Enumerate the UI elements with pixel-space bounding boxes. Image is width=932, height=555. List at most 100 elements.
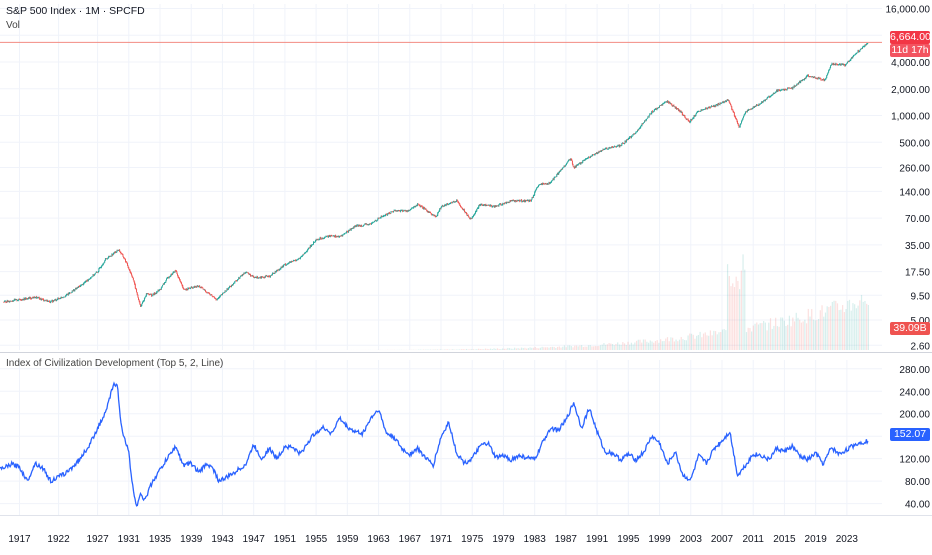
time-axis-tick-label: 1995	[617, 534, 640, 545]
volume-bar	[751, 331, 752, 350]
volume-bar	[851, 311, 852, 350]
volume-bar	[868, 305, 869, 350]
volume-bar	[792, 318, 793, 350]
price-axis-tick-label: 2,000.00	[891, 85, 930, 96]
volume-bar	[772, 329, 773, 350]
volume-bar	[734, 287, 735, 350]
price-candle-body	[137, 295, 138, 298]
indicator-legend-title: Index of Civilization Development (Top 5…	[6, 357, 223, 370]
price-axis-tick-label: 35.00	[905, 241, 930, 252]
volume-bar	[758, 325, 759, 350]
volume-bar	[835, 301, 836, 350]
volume-bar	[782, 318, 783, 350]
price-candle-body	[136, 289, 137, 292]
price-candle-body	[234, 281, 235, 283]
volume-bar	[617, 342, 618, 350]
volume-bar	[576, 346, 577, 350]
time-axis-tick-label: 1927	[86, 534, 109, 545]
volume-bar	[480, 349, 481, 350]
time-axis-tick-label: 1939	[180, 534, 203, 545]
price-candle-body	[860, 49, 861, 50]
volume-bar	[770, 318, 771, 350]
volume-bar	[463, 349, 464, 350]
volume-bar	[473, 349, 474, 350]
price-candle-body	[867, 43, 868, 44]
volume-bar	[708, 336, 709, 350]
volume-bar	[523, 348, 524, 350]
bar-countdown-badge: 11d 17h	[890, 44, 930, 57]
time-axis-tick-label: 1951	[274, 534, 297, 545]
price-axis-tick-label: 70.00	[905, 214, 930, 225]
volume-bar	[497, 348, 498, 350]
price-candle-body	[766, 98, 767, 99]
volume-bar	[519, 349, 520, 350]
price-candle-body	[237, 280, 238, 281]
volume-bar	[791, 326, 792, 350]
volume-bar	[684, 340, 685, 350]
volume-bar	[588, 345, 589, 350]
volume-bar	[536, 348, 537, 350]
time-axis-tick-label: 1935	[149, 534, 172, 545]
volume-bar	[687, 335, 688, 350]
volume-bar	[849, 300, 850, 350]
volume-bar	[638, 340, 639, 350]
volume-bar	[624, 343, 625, 350]
time-axis-tick-label: 1917	[8, 534, 31, 545]
volume-bar	[535, 347, 536, 350]
volume-bar	[461, 349, 462, 350]
volume-bar	[818, 319, 819, 350]
price-candle-body	[444, 206, 445, 207]
volume-bar	[459, 349, 460, 350]
volume-bar	[696, 336, 697, 350]
volume-bar	[571, 346, 572, 350]
volume-bar	[833, 301, 834, 350]
price-candle-body	[536, 190, 537, 191]
volume-bar	[598, 346, 599, 350]
price-candle-body	[735, 117, 736, 118]
indicator-axis-tick-label: 120.00	[899, 455, 930, 466]
volume-bar	[550, 347, 551, 350]
price-candle-body	[469, 216, 470, 217]
volume-bar	[713, 331, 714, 350]
price-candle-body	[751, 109, 752, 110]
time-axis-tick-label: 1931	[118, 534, 141, 545]
volume-bar	[542, 347, 543, 350]
indicator-series-line	[0, 383, 868, 506]
price-candle-body	[145, 297, 146, 298]
price-candle-body	[137, 292, 138, 294]
volume-bar	[803, 321, 804, 350]
price-candle-body	[159, 290, 160, 291]
price-candle-body	[738, 124, 739, 126]
volume-bar	[780, 317, 781, 350]
volume-bar	[705, 332, 706, 350]
volume-bar	[447, 349, 448, 350]
price-candle-body	[426, 209, 427, 210]
volume-bar	[859, 300, 860, 350]
volume-bar	[528, 348, 529, 350]
volume-bar	[641, 343, 642, 350]
volume-bar	[440, 349, 441, 350]
volume-bar	[605, 345, 606, 350]
time-axis-tick-label: 1979	[492, 534, 515, 545]
time-axis-tick-label: 1987	[555, 534, 578, 545]
volume-bar	[495, 349, 496, 350]
symbol-legend-title: S&P 500 Index · 1M · SPCFD	[6, 5, 145, 18]
volume-bar	[825, 313, 826, 350]
price-candle-body	[649, 115, 650, 117]
volume-bar	[756, 322, 757, 350]
price-axis-tick-label: 9.50	[911, 291, 931, 302]
last-price-badge: 6,664.00	[890, 31, 930, 44]
volume-bar	[691, 334, 692, 350]
volume-bar	[547, 347, 548, 350]
time-axis-tick-label: 1963	[367, 534, 390, 545]
price-candle-body	[472, 217, 473, 218]
volume-bar	[595, 346, 596, 350]
volume-bar	[801, 323, 802, 350]
volume-bar	[779, 327, 780, 350]
volume-bar	[837, 303, 838, 350]
time-axis-tick-label: 1971	[430, 534, 453, 545]
volume-bar	[748, 328, 749, 350]
volume-bar	[603, 343, 604, 350]
